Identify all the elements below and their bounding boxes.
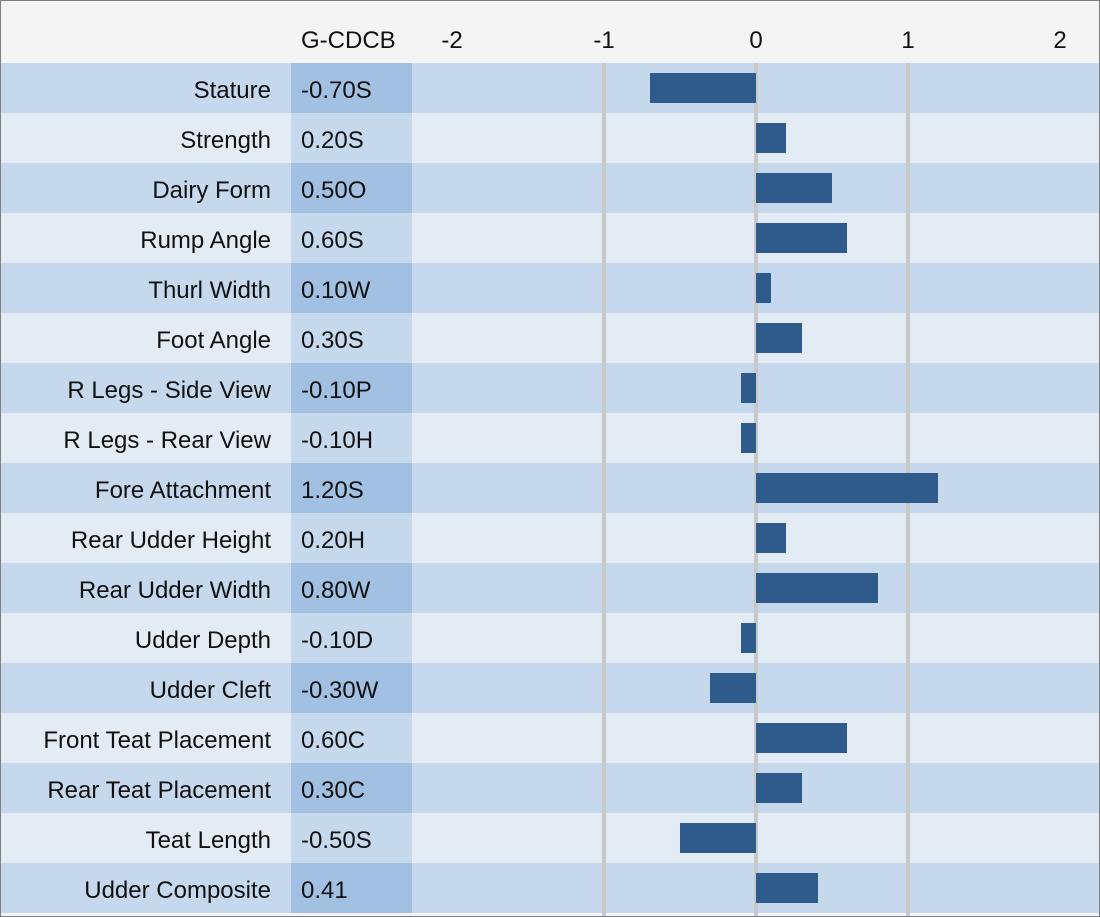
bar (756, 123, 787, 153)
trait-value: -0.10P (291, 363, 412, 413)
bar (680, 823, 756, 853)
trait-label: Rear Udder Height (70, 527, 271, 554)
table-row: Stature -0.70S (1, 63, 1099, 113)
trait-value: 0.50O (291, 163, 412, 213)
bar (756, 523, 787, 553)
bar (756, 573, 878, 603)
table-row: Rear Udder Width 0.80W (1, 563, 1099, 613)
trait-value: -0.10D (291, 613, 412, 663)
table-row: Udder Cleft -0.30W (1, 663, 1099, 713)
x-tick-label: -1 (593, 27, 615, 54)
trait-label: Foot Angle (156, 327, 271, 354)
x-tick-label: 1 (901, 27, 915, 54)
bar (756, 873, 819, 903)
trait-label: Rear Udder Width (78, 577, 271, 604)
table-row: Udder Depth -0.10D (1, 613, 1099, 663)
bar (756, 723, 848, 753)
table-row: Udder Composite 0.41 (1, 863, 1099, 913)
bar (756, 173, 832, 203)
trait-value: -0.30W (291, 663, 412, 713)
gridline (602, 63, 606, 916)
trait-label: Udder Cleft (149, 677, 271, 704)
trait-value: 0.20H (291, 513, 412, 563)
trait-label: Dairy Form (152, 177, 271, 204)
table-row: R Legs - Side View -0.10P (1, 363, 1099, 413)
table-row: Thurl Width 0.10W (1, 263, 1099, 313)
trait-label: Udder Depth (134, 627, 271, 654)
trait-value: 0.41 (291, 863, 412, 913)
trait-label: Strength (180, 127, 271, 154)
bar (649, 73, 756, 103)
trait-value: -0.10H (291, 413, 412, 463)
table-row: Strength 0.20S (1, 113, 1099, 163)
x-tick-label: 2 (1053, 27, 1067, 54)
trait-value: 1.20S (291, 463, 412, 513)
trait-label: Fore Attachment (94, 477, 271, 504)
trait-label: R Legs - Rear View (63, 427, 271, 454)
value-column-header: G-CDCB (301, 27, 396, 54)
bar (740, 623, 756, 653)
bar (710, 673, 756, 703)
table-row: R Legs - Rear View -0.10H (1, 413, 1099, 463)
table-row: Dairy Form 0.50O (1, 163, 1099, 213)
bar (756, 273, 772, 303)
trait-value: -0.50S (291, 813, 412, 863)
x-tick-label: -2 (441, 27, 463, 54)
table-row: Rear Teat Placement 0.30C (1, 763, 1099, 813)
trait-value: 0.10W (291, 263, 412, 313)
bar (756, 773, 802, 803)
chart-header: G-CDCB -2 -1 0 1 2 (1, 1, 1099, 65)
table-row: Rump Angle 0.60S (1, 213, 1099, 263)
trait-label: Thurl Width (148, 277, 271, 304)
trait-value: -0.70S (291, 63, 412, 113)
trait-value: 0.60C (291, 713, 412, 763)
table-row: Teat Length -0.50S (1, 813, 1099, 863)
trait-value: 0.60S (291, 213, 412, 263)
trait-label: Stature (193, 77, 271, 104)
trait-label: Rear Teat Placement (47, 777, 271, 804)
trait-label: Udder Composite (84, 877, 271, 904)
bar (756, 473, 939, 503)
trait-value: 0.30C (291, 763, 412, 813)
trait-label: Front Teat Placement (43, 727, 271, 754)
trait-label: R Legs - Side View (67, 377, 271, 404)
trait-value: 0.30S (291, 313, 412, 363)
trait-label: Rump Angle (140, 227, 271, 254)
x-tick-label: 0 (749, 27, 763, 54)
bar (756, 223, 848, 253)
trait-value: 0.80W (291, 563, 412, 613)
table-row: Rear Udder Height 0.20H (1, 513, 1099, 563)
table-row: Foot Angle 0.30S (1, 313, 1099, 363)
table-row: Front Teat Placement 0.60C (1, 713, 1099, 763)
trait-value: 0.20S (291, 113, 412, 163)
bar (740, 373, 756, 403)
bar (756, 323, 802, 353)
trait-label: Teat Length (145, 827, 271, 854)
bar (740, 423, 756, 453)
